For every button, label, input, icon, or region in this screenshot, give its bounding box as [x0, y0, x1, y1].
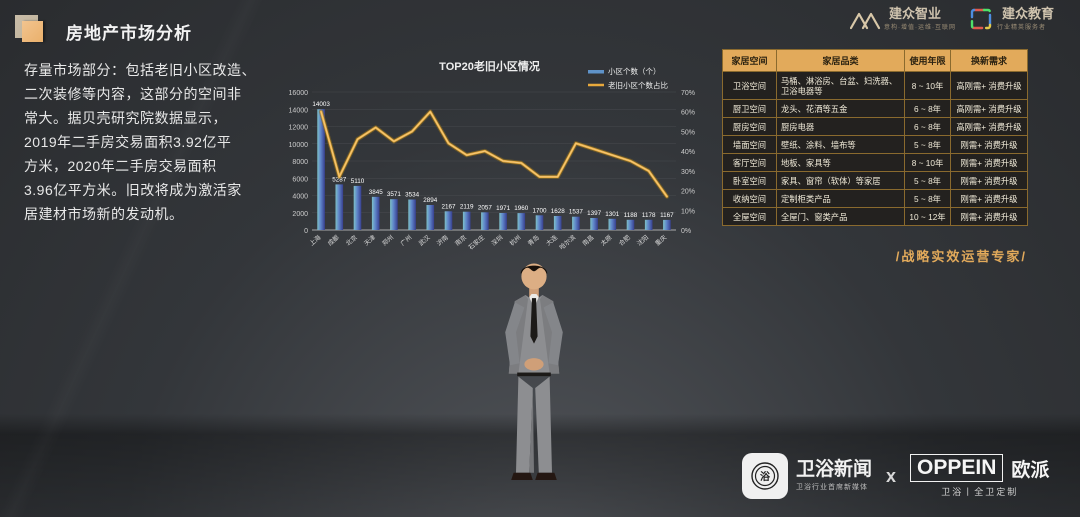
svg-text:成都: 成都 [326, 233, 341, 247]
svg-text:8000: 8000 [292, 159, 308, 166]
svg-text:2894: 2894 [423, 197, 438, 204]
svg-text:杭州: 杭州 [508, 233, 523, 247]
svg-text:合肥: 合肥 [617, 233, 632, 247]
svg-text:南昌: 南昌 [581, 233, 596, 247]
svg-text:广州: 广州 [399, 233, 414, 247]
svg-text:60%: 60% [681, 110, 695, 117]
svg-text:3571: 3571 [387, 191, 402, 198]
svg-text:50%: 50% [681, 129, 695, 136]
svg-text:5110: 5110 [351, 178, 365, 185]
svg-text:1188: 1188 [624, 212, 638, 219]
svg-text:0: 0 [304, 228, 308, 235]
svg-text:14000: 14000 [289, 107, 309, 114]
svg-text:南京: 南京 [453, 233, 468, 247]
svg-text:1537: 1537 [569, 209, 584, 216]
svg-text:小区个数（个）: 小区个数（个） [608, 66, 661, 76]
svg-text:2000: 2000 [292, 211, 308, 218]
svg-text:1960: 1960 [514, 205, 529, 212]
svg-text:20%: 20% [681, 189, 695, 196]
svg-text:哈尔滨: 哈尔滨 [558, 233, 577, 251]
svg-text:济南: 济南 [435, 233, 450, 247]
svg-text:青岛: 青岛 [526, 233, 541, 247]
svg-text:1397: 1397 [587, 210, 602, 217]
svg-text:1167: 1167 [660, 212, 674, 219]
svg-text:重庆: 重庆 [654, 233, 669, 247]
svg-text:大连: 大连 [544, 233, 559, 248]
svg-text:2119: 2119 [460, 204, 474, 211]
svg-text:6000: 6000 [292, 176, 308, 183]
svg-text:1178: 1178 [642, 212, 656, 219]
svg-text:1301: 1301 [605, 211, 620, 218]
svg-text:30%: 30% [681, 169, 695, 176]
svg-text:10000: 10000 [289, 142, 309, 149]
svg-text:1628: 1628 [551, 208, 566, 215]
svg-text:武汉: 武汉 [417, 233, 432, 247]
svg-text:12000: 12000 [289, 125, 309, 132]
svg-text:1971: 1971 [496, 205, 511, 212]
svg-text:3534: 3534 [405, 192, 420, 199]
svg-text:太原: 太原 [599, 233, 614, 247]
svg-text:天津: 天津 [362, 233, 377, 247]
svg-text:浴: 浴 [760, 470, 771, 483]
svg-text:1700: 1700 [532, 207, 547, 214]
svg-text:深圳: 深圳 [490, 233, 505, 247]
svg-text:70%: 70% [681, 90, 695, 97]
svg-text:上海: 上海 [308, 233, 323, 247]
svg-text:40%: 40% [681, 149, 695, 156]
svg-text:16000: 16000 [289, 90, 309, 97]
svg-text:0%: 0% [681, 228, 691, 235]
svg-text:14003: 14003 [312, 101, 330, 108]
svg-text:石家庄: 石家庄 [467, 233, 486, 251]
svg-text:3845: 3845 [369, 189, 384, 196]
svg-text:老旧小区个数占比: 老旧小区个数占比 [608, 80, 668, 90]
svg-text:10%: 10% [681, 208, 695, 215]
svg-text:北京: 北京 [344, 233, 359, 247]
svg-text:郑州: 郑州 [381, 233, 396, 247]
svg-text:2057: 2057 [478, 204, 493, 211]
svg-text:沈阳: 沈阳 [635, 233, 650, 247]
svg-text:4000: 4000 [292, 194, 308, 201]
svg-text:2167: 2167 [441, 203, 456, 210]
